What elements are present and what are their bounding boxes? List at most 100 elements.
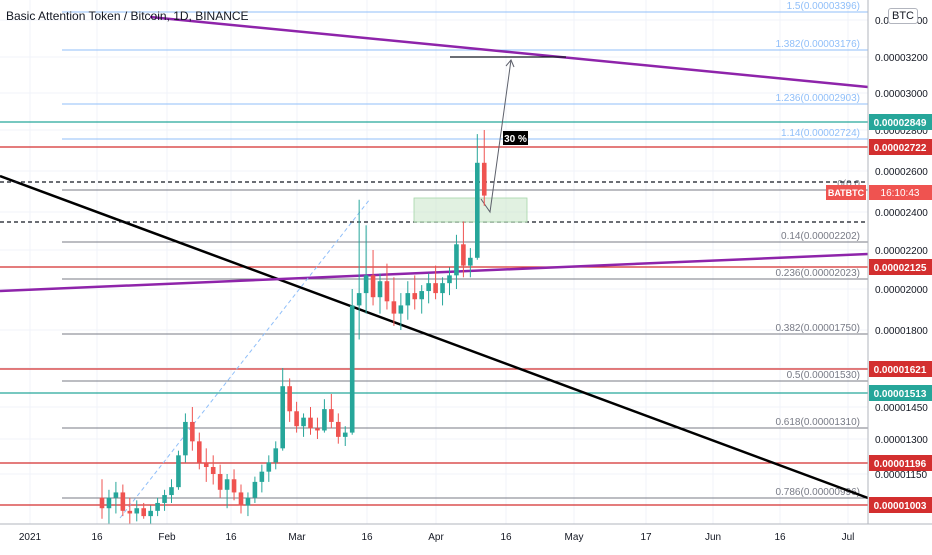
candle-body[interactable] [113,492,119,498]
candle-body[interactable] [468,257,473,266]
candle-body[interactable] [141,508,146,517]
candle-body[interactable] [370,275,376,298]
candle-body[interactable] [412,293,418,300]
candle-body[interactable] [301,417,306,427]
candle-body[interactable] [461,244,466,266]
fib-level-label: 1.5(0.00003396) [787,1,860,12]
candle-body[interactable] [433,283,438,294]
price-tag [869,114,932,130]
candle-body[interactable] [197,441,202,463]
candle-body[interactable] [342,432,348,437]
candle-body[interactable] [405,293,411,306]
price-tag-label: 0.00001003 [874,501,927,512]
fib-level-label: 0.382(0.00001750) [775,323,860,334]
fib-anchor-dashed-line[interactable] [119,198,371,519]
candle-body[interactable] [426,283,431,292]
candle-body[interactable] [162,495,167,503]
candle-body[interactable] [356,293,362,306]
y-tick-label: 0.00001150 [875,470,928,481]
candle-body[interactable] [245,497,251,506]
percent-annotation-text: 30 % [504,134,527,145]
price-tag [869,361,932,377]
candle-body[interactable] [134,508,140,514]
candle-body[interactable] [127,510,133,514]
candle-body[interactable] [349,305,355,433]
fib-level-label: 0.5(0.00001530) [787,370,860,381]
x-tick-label: 16 [225,532,237,543]
candle-body[interactable] [238,492,244,506]
chart-title: Basic Attention Token / Bitcoin, 1D, BIN… [6,9,249,23]
fib-level-label: 0(0.0 [837,179,860,190]
candle-body[interactable] [398,305,404,314]
candle-body[interactable] [308,417,313,429]
candle-body[interactable] [210,467,216,474]
y-tick-label: 0.00002800 [875,126,928,137]
candle-body[interactable] [252,481,258,498]
candle-body[interactable] [183,421,188,456]
symbol-tag [826,185,866,200]
candle-body[interactable] [266,462,272,472]
candle-body[interactable] [384,281,390,302]
candle-body[interactable] [315,428,320,431]
price-tag [869,259,932,275]
candle-body[interactable] [322,409,327,431]
candle-body[interactable] [148,510,153,517]
symbol-tag-label: BATBTC [828,188,865,198]
candle-body[interactable] [120,492,126,511]
candle-body[interactable] [336,421,341,437]
black-trendline[interactable] [0,174,869,500]
candle-body[interactable] [294,411,299,427]
candle-body[interactable] [287,386,292,412]
fib-level-label: 0.14(0.00002202) [781,231,860,242]
candle-body[interactable] [454,244,459,276]
candle-body[interactable] [155,502,160,511]
purple-resistance-line[interactable] [149,15,869,89]
candle-body[interactable] [217,474,223,490]
x-tick-label: 16 [500,532,512,543]
consolidation-box[interactable] [413,197,528,223]
price-tag-label: 0.00001621 [874,365,927,376]
currency-badge[interactable]: BTC [888,8,918,24]
candle-body[interactable] [280,386,285,449]
candle-body[interactable] [447,275,452,284]
fib-level-label: 1.236(0.00002903) [775,93,860,104]
price-tag [869,385,932,401]
y-tick-label: 0.00003000 [875,89,928,100]
candle-body[interactable] [440,283,445,294]
x-tick-label: May [565,532,584,543]
projection-arrowhead [505,59,515,68]
candle-body[interactable] [224,479,230,490]
y-tick-label: 0.00001450 [875,403,928,414]
candle-body[interactable] [231,479,237,493]
candle-body[interactable] [190,421,195,442]
x-tick-label: Apr [428,532,444,543]
candle-body[interactable] [106,497,112,509]
y-tick-label: 0.00001300 [875,435,928,446]
fib-level-label: 0.236(0.00002023) [775,268,860,279]
candle-body[interactable] [203,462,209,467]
countdown-label: 16:10:43 [881,188,920,199]
candle-body[interactable] [377,281,383,298]
candle-body[interactable] [99,497,105,509]
candle-body[interactable] [273,448,279,463]
candle-body[interactable] [329,409,334,422]
x-tick-label: Mar [288,532,306,543]
x-tick-label: 17 [640,532,652,543]
price-tag [869,497,932,513]
percent-annotation-box[interactable] [503,131,528,145]
fib-level-label: 0.786(0.00000996) [775,487,860,498]
price-tag-label: 0.00001513 [874,389,927,400]
candle-body[interactable] [391,301,397,314]
candle-body[interactable] [419,291,424,300]
purple-support-line[interactable] [0,252,869,293]
candle-body[interactable] [481,162,487,196]
candle-body[interactable] [176,455,181,488]
y-tick-label: 0.00003200 [875,53,928,64]
candle-body[interactable] [169,487,174,496]
candle-body[interactable] [475,162,480,258]
candle-body[interactable] [259,471,265,482]
y-tick-label: 0.00002200 [875,246,928,257]
candle-body[interactable] [363,275,369,294]
